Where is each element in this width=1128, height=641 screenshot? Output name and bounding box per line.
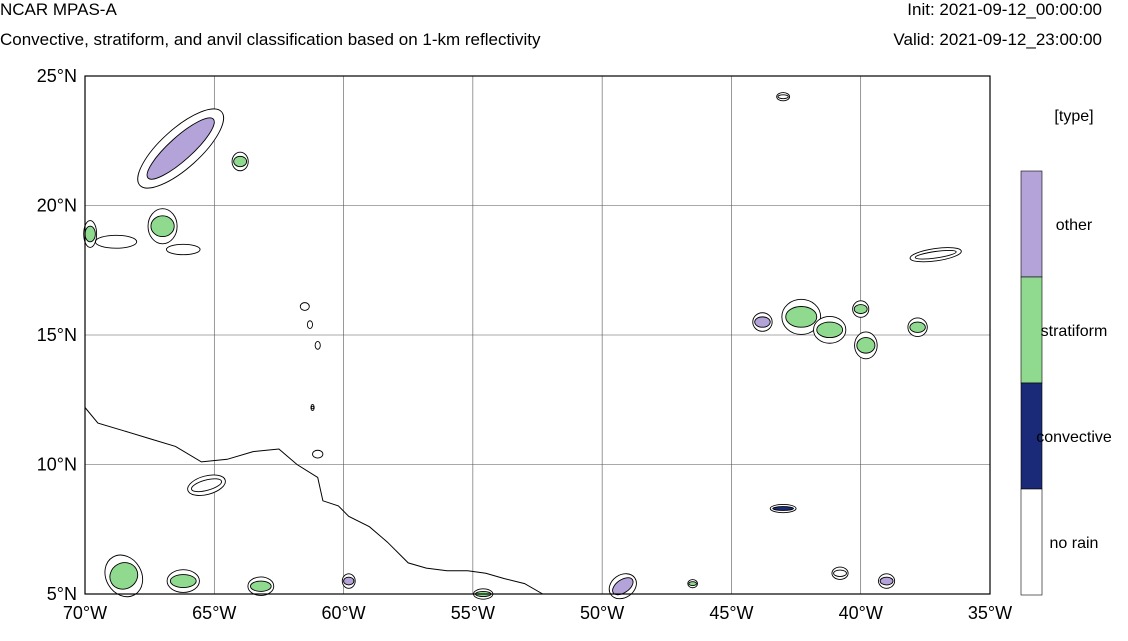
island-outline (299, 302, 310, 311)
island-outline (94, 234, 138, 249)
lat-tick-label: 5°N (47, 584, 77, 604)
class-region (785, 306, 818, 328)
island-outline (312, 449, 324, 459)
class-region (879, 576, 894, 586)
class-region (191, 478, 223, 493)
island-outline (314, 341, 321, 350)
precip-system-convective (769, 503, 797, 514)
class-region (833, 569, 847, 577)
precip-system-other (341, 573, 356, 589)
lon-tick-label: 40°W (839, 603, 883, 623)
precip-system-none (831, 566, 849, 580)
precip-system-none (909, 247, 962, 263)
lon-tick-label: 55°W (451, 603, 495, 623)
precip-system-stratiform (83, 220, 98, 248)
precip-system-other (878, 573, 896, 589)
legend-swatch-stratiform (1020, 276, 1043, 384)
init-time: Init: 2021-09-12_00:00:00 (907, 0, 1102, 19)
island-outline (165, 243, 201, 256)
class-region (772, 506, 794, 511)
class-region (816, 321, 844, 339)
precip-system-stratiform (147, 208, 178, 245)
lon-tick-label: 45°W (709, 603, 753, 623)
precip-system-none (187, 474, 226, 496)
precip-system-other (608, 573, 637, 600)
lon-tick-label: 50°W (580, 603, 624, 623)
class-region (169, 574, 197, 588)
class-region (777, 94, 789, 100)
precip-system-none (310, 403, 315, 412)
precip-system-stratiform (907, 317, 928, 337)
precip-system-stratiform (687, 579, 698, 589)
precip-system-stratiform (813, 315, 847, 344)
precip-system-none (776, 92, 791, 102)
precip-system-other (752, 312, 773, 332)
class-region (612, 577, 634, 596)
precip-system-stratiform (166, 569, 200, 593)
colorbar-legend: other stratiform convective no rain (1020, 170, 1112, 596)
class-region (84, 225, 96, 243)
precip-system-stratiform (104, 554, 144, 598)
latitude-tick-labels: 25°N 20°N 15°N 10°N 5°N (37, 66, 77, 604)
lat-tick-label: 10°N (37, 455, 77, 475)
lat-tick-label: 25°N (37, 66, 77, 86)
precip-system-stratiform (852, 300, 870, 318)
map-panel-border (84, 75, 991, 595)
lon-tick-label: 60°W (321, 603, 365, 623)
land-islands (94, 234, 324, 459)
class-region (688, 581, 697, 587)
legend-swatch-other (1020, 170, 1043, 278)
class-region (233, 155, 248, 168)
precipitation-systems (83, 92, 962, 600)
map-subtitle: Convective, stratiform, and anvil classi… (0, 30, 541, 49)
valid-time: Valid: 2021-09-12_23:00:00 (893, 30, 1102, 49)
map-title: NCAR MPAS-A (0, 0, 117, 19)
precip-system-other (137, 108, 225, 189)
legend-label: stratiform (1041, 323, 1108, 340)
legend-title: [type] (1054, 108, 1093, 125)
legend-swatch-no-rain (1020, 488, 1043, 596)
precip-system-stratiform (247, 576, 275, 596)
class-region (146, 117, 215, 180)
longitude-tick-labels: 70°W 65°W 60°W 55°W 50°W 45°W 40°W 35°W (63, 603, 1012, 623)
class-region (150, 215, 175, 238)
class-region (109, 562, 139, 590)
class-region (909, 321, 926, 333)
class-region (310, 405, 315, 410)
lon-tick-label: 35°W (968, 603, 1012, 623)
class-region (250, 580, 272, 592)
class-region (754, 316, 771, 328)
legend-label: convective (1036, 429, 1112, 446)
legend-label: other (1056, 217, 1093, 234)
class-region (856, 337, 876, 354)
class-region (343, 576, 355, 586)
lat-tick-label: 20°N (37, 196, 77, 216)
lat-tick-label: 15°N (37, 325, 77, 345)
lon-tick-label: 70°W (63, 603, 107, 623)
precip-system-stratiform (781, 298, 822, 335)
lon-tick-label: 65°W (192, 603, 236, 623)
legend-label: no rain (1050, 535, 1099, 552)
class-region (853, 304, 868, 315)
coastline (84, 407, 543, 595)
class-region (914, 249, 957, 260)
precip-system-stratiform (231, 151, 249, 172)
precip-system-stratiform (854, 331, 878, 360)
island-outline (306, 320, 313, 329)
